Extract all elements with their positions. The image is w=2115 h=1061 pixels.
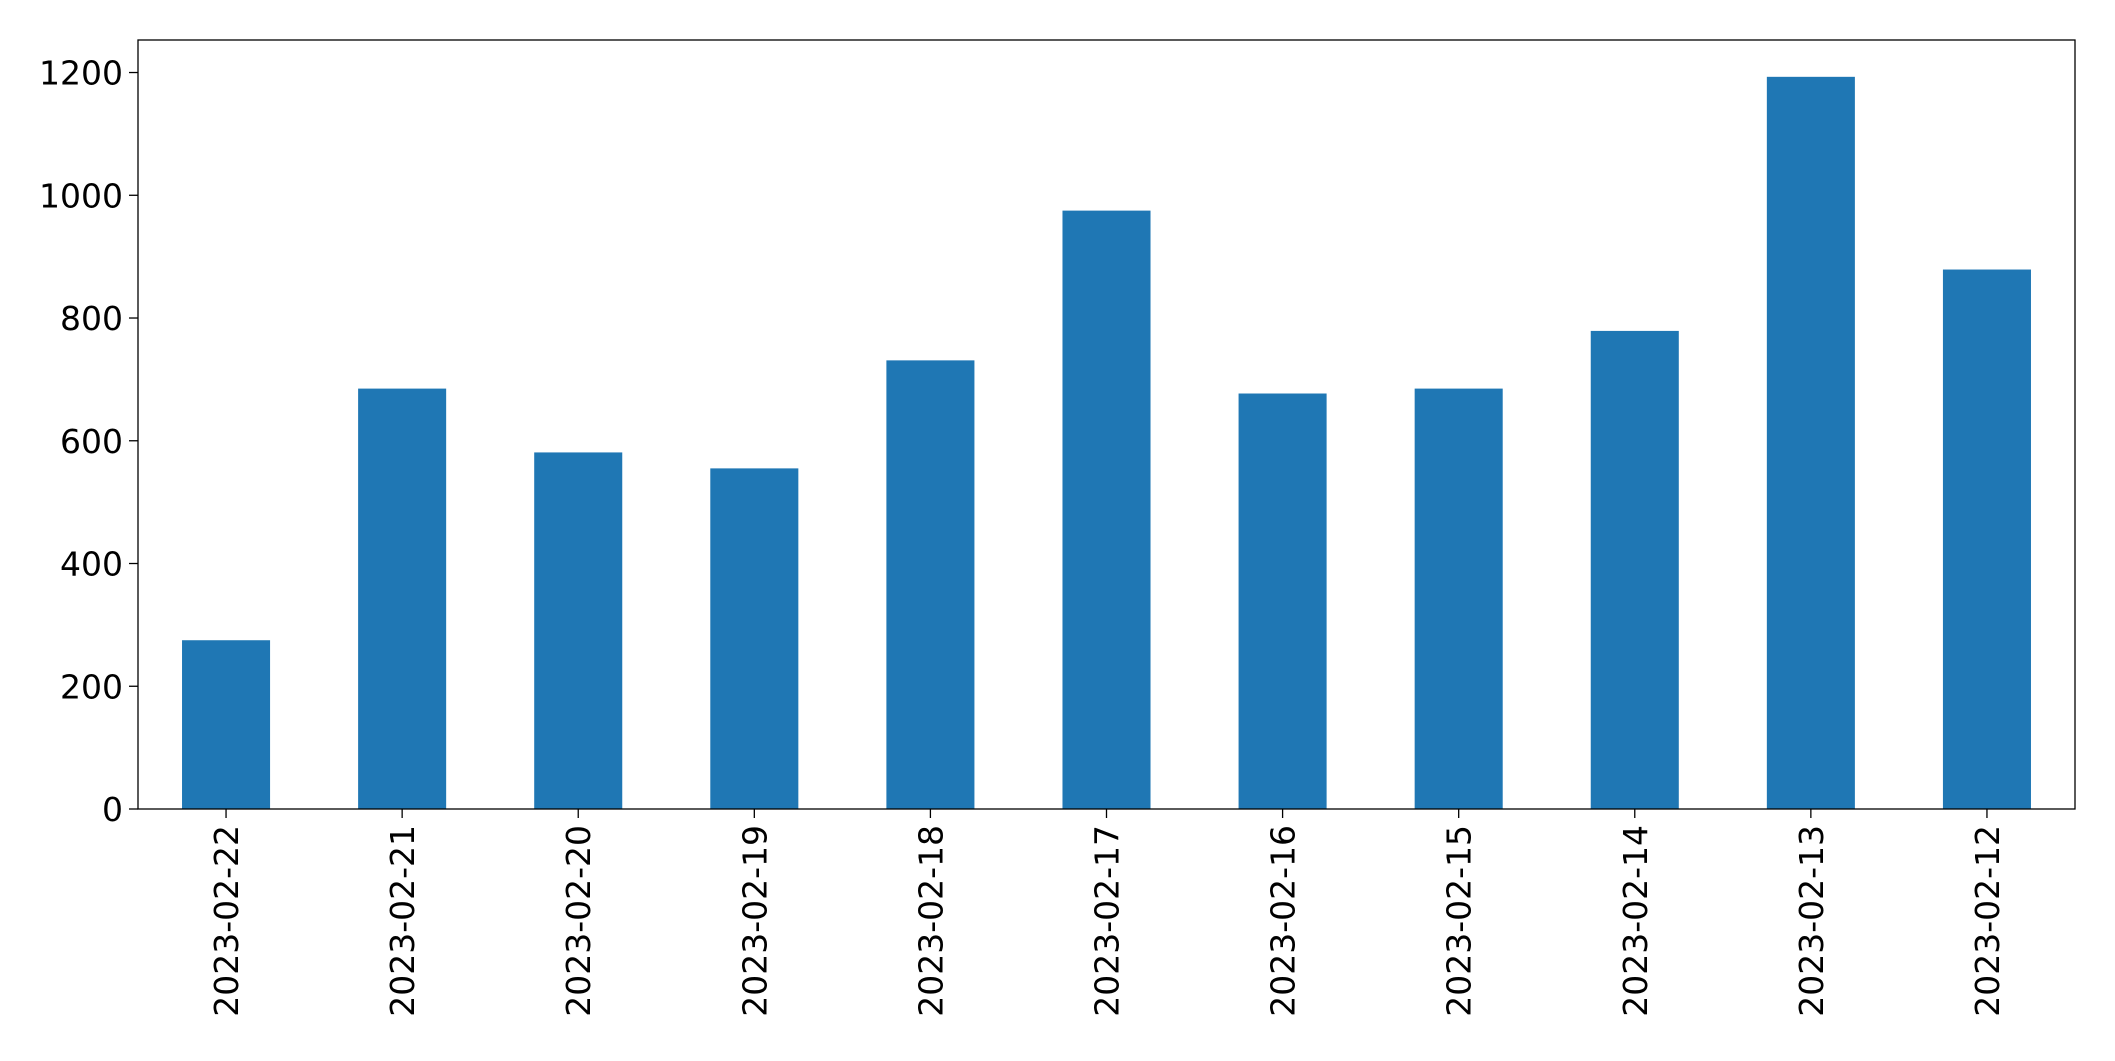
x-tick-label: 2023-02-19 [735, 825, 774, 1017]
x-tick-label: 2023-02-22 [207, 825, 246, 1017]
x-tick-label: 2023-02-14 [1616, 825, 1655, 1017]
y-tick-label: 200 [60, 667, 123, 706]
x-tick-label: 2023-02-20 [559, 825, 598, 1017]
bar [886, 360, 975, 809]
x-tick-label: 2023-02-15 [1440, 825, 1479, 1017]
bar [1942, 269, 2031, 809]
bar [358, 388, 447, 809]
x-tick-label: 2023-02-17 [1088, 825, 1127, 1017]
y-tick-label: 0 [102, 790, 123, 829]
y-tick-label: 400 [60, 545, 123, 584]
y-tick-label: 600 [60, 422, 123, 461]
x-tick-label: 2023-02-12 [1968, 825, 2007, 1017]
bar [534, 452, 623, 809]
bar [1414, 388, 1503, 809]
bar [710, 468, 799, 809]
bar [1766, 76, 1855, 810]
y-tick-label: 1000 [39, 176, 123, 215]
bar [1238, 393, 1327, 809]
y-tick-label: 800 [60, 299, 123, 338]
x-tick-label: 2023-02-16 [1264, 825, 1303, 1017]
bar [1590, 330, 1679, 809]
x-tick-label: 2023-02-18 [911, 825, 950, 1017]
x-tick-label: 2023-02-13 [1792, 825, 1831, 1017]
plot-frame [137, 39, 2076, 810]
y-tick-label: 1200 [39, 54, 123, 93]
bar [1062, 210, 1151, 810]
x-tick-label: 2023-02-21 [383, 825, 422, 1017]
bar [182, 640, 271, 809]
